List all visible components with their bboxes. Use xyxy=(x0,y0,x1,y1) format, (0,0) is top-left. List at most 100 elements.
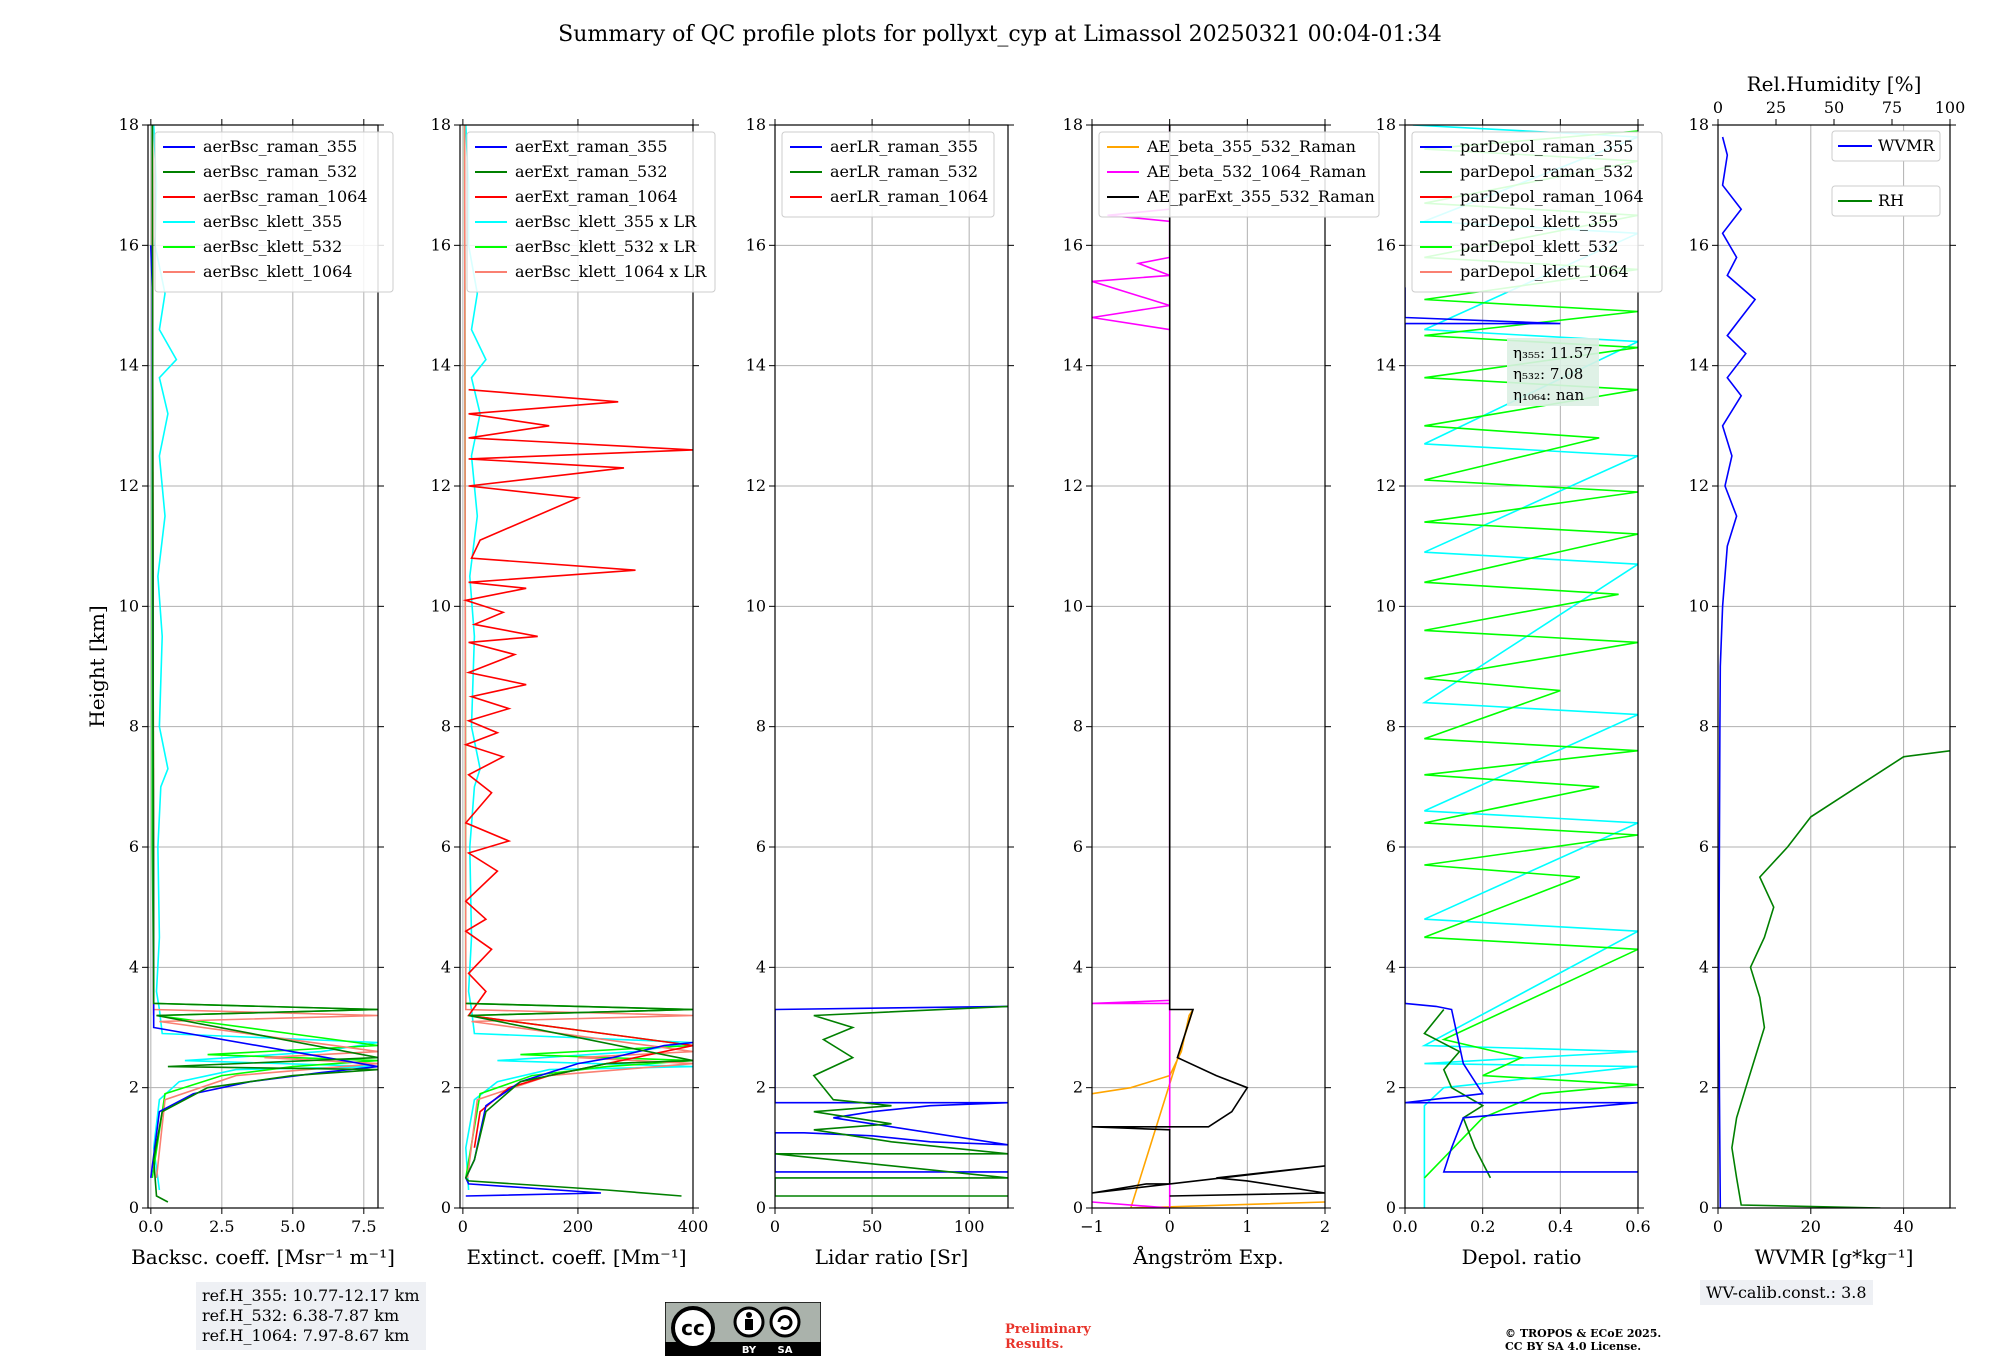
x-tick-label: 200 xyxy=(563,1217,594,1236)
top-x-tick-label: 50 xyxy=(1824,98,1844,117)
annotation-box xyxy=(1507,338,1599,406)
x-tick-label: 0.0 xyxy=(1392,1217,1417,1236)
y-tick-label: 14 xyxy=(431,356,451,375)
panel-lr: 0 50 100 0 2 4 6 8 10 12 14 16 18 Lidar ratio [Sr] aer… xyxy=(746,115,1014,1269)
y-tick-label: 2 xyxy=(441,1078,451,1097)
legend-entry: aerBsc_raman_532 xyxy=(203,162,357,181)
legend-entry: parDepol_raman_532 xyxy=(1460,162,1633,181)
y-tick-label: 18 xyxy=(1689,115,1709,134)
y-tick-label: 2 xyxy=(756,1078,766,1097)
legend: parDepol_raman_355 parDepol_raman_532 parD… xyxy=(1411,131,1663,293)
series-AE_beta_532_1064_Raman xyxy=(1092,125,1171,1208)
reference-height-box: ref.H_355: 10.77-12.17 km ref.H_532: 6.3… xyxy=(196,1282,426,1350)
y-tick-label: 12 xyxy=(1376,476,1396,495)
series-parDepol_raman_532 xyxy=(1423,1008,1492,1179)
x-tick-label: 0 xyxy=(1165,1217,1175,1236)
y-tick-label: 0 xyxy=(441,1198,451,1217)
y-tick-label: 10 xyxy=(1689,596,1709,615)
series-parDepol_klett_532 xyxy=(1423,130,1638,1179)
sa-label: SA xyxy=(778,1345,793,1356)
y-tick-label: 18 xyxy=(1376,115,1396,134)
x-axis-label: Lidar ratio [Sr] xyxy=(815,1245,969,1269)
legend-box xyxy=(1098,131,1380,218)
cc-by-sa-license-badge: cc BY SA xyxy=(665,1302,821,1356)
legend-entry: aerExt_raman_1064 xyxy=(515,187,678,206)
y-tick-label: 0 xyxy=(756,1198,766,1217)
x-tick-label: 40 xyxy=(1893,1217,1913,1236)
y-tick-label: 0 xyxy=(1073,1198,1083,1217)
axes-frame xyxy=(1717,124,1951,1209)
series-aerExt_raman_532 xyxy=(464,1002,693,1197)
axes-frame xyxy=(774,124,1009,1209)
copyright-note: © TROPOS & ECoE 2025. CC BY SA 4.0 Licen… xyxy=(1505,1327,1661,1353)
y-tick-label: 0 xyxy=(129,1198,139,1217)
ref-height-355: ref.H_355: 10.77-12.17 km xyxy=(202,1286,420,1305)
legend-entry: parDepol_klett_1064 xyxy=(1460,262,1629,281)
x-tick-label: 7.5 xyxy=(351,1217,376,1236)
series-AE_beta_355_532_Raman xyxy=(1092,1009,1325,1208)
by-label: BY xyxy=(742,1345,757,1356)
series-aerExt_raman_1064 xyxy=(462,388,693,1148)
y-tick-label: 6 xyxy=(1073,837,1083,856)
y-tick-label: 10 xyxy=(746,596,766,615)
legend-entry: WVMR xyxy=(1878,136,1935,155)
top-x-tick-label: 75 xyxy=(1882,98,1902,117)
legend-entry: aerBsc_klett_1064 x LR xyxy=(515,262,707,281)
legend-entry: aerBsc_klett_532 x LR xyxy=(515,237,697,256)
legend-box xyxy=(154,131,394,293)
y-tick-label: 12 xyxy=(1689,476,1709,495)
legend-entry: aerBsc_raman_1064 xyxy=(203,187,368,206)
legend: AE_beta_355_532_Raman AE_beta_532_1064_Ra… xyxy=(1098,131,1380,218)
top-x-tick-label: 25 xyxy=(1766,98,1786,117)
y-tick-label: 14 xyxy=(1063,356,1083,375)
panel-depol: 0.0 0.2 0.4 0.6 0 2 4 6 8 10 12 14 16 18 Depol. ratio p… xyxy=(1376,115,1663,1269)
y-tick-label: 16 xyxy=(1376,235,1396,254)
y-tick-label: 14 xyxy=(1689,356,1709,375)
sa-share-alike-icon xyxy=(769,1306,801,1338)
y-tick-label: 12 xyxy=(431,476,451,495)
preliminary-line-1: Preliminary xyxy=(1005,1322,1091,1337)
panel-wv: 0 20 40 0 2 4 6 8 10 12 14 16 18 WVMR [g*kg⁻¹] 0 25 50 75… xyxy=(1689,72,1966,1269)
y-tick-label: 8 xyxy=(1073,717,1083,736)
y-tick-label: 2 xyxy=(1386,1078,1396,1097)
x-axis-label: Ångström Exp. xyxy=(1132,1244,1283,1269)
axes-frame xyxy=(1091,124,1326,1209)
preliminary-results-note: Preliminary Results. xyxy=(1005,1322,1091,1352)
series-parDepol_raman_355 xyxy=(1405,287,1638,1173)
panel-bsc: 0.0 2.5 5.0 7.5 0 2 4 6 8 10 12 14 16 18 Backsc. coeff… xyxy=(119,115,395,1269)
y-tick-label: 14 xyxy=(746,356,766,375)
x-axis-label: WVMR [g*kg⁻¹] xyxy=(1755,1245,1914,1269)
x-tick-label: 400 xyxy=(678,1217,709,1236)
axes-frame xyxy=(1404,124,1639,1209)
y-axis-label: Height [km] xyxy=(85,605,109,727)
top-x-tick-label: 0 xyxy=(1713,98,1723,117)
y-tick-label: 12 xyxy=(746,476,766,495)
y-tick-label: 16 xyxy=(1063,235,1083,254)
y-tick-label: 18 xyxy=(746,115,766,134)
y-tick-label: 8 xyxy=(1386,717,1396,736)
legend-box xyxy=(466,131,716,293)
legend-entry: aerLR_raman_532 xyxy=(830,162,978,181)
axes-frame xyxy=(459,124,694,1209)
wv-calibration-box: WV-calib.const.: 3.8 xyxy=(1700,1280,1873,1305)
legend-box xyxy=(1411,131,1663,293)
y-tick-label: 16 xyxy=(119,235,139,254)
y-tick-label: 16 xyxy=(746,235,766,254)
annotation-line: η₁₀₆₄: nan xyxy=(1513,386,1584,404)
y-tick-label: 10 xyxy=(431,596,451,615)
y-tick-label: 4 xyxy=(129,957,139,976)
legend-entry: RH xyxy=(1878,191,1904,210)
legend-entry: aerBsc_klett_355 x LR xyxy=(515,212,697,231)
y-tick-label: 4 xyxy=(1386,957,1396,976)
y-tick-label: 2 xyxy=(129,1078,139,1097)
legend-box xyxy=(1831,185,1941,217)
legend-entry: AE_parExt_355_532_Raman xyxy=(1146,187,1375,206)
y-tick-label: 14 xyxy=(1376,356,1396,375)
y-tick-label: 6 xyxy=(441,837,451,856)
legend-box xyxy=(1831,130,1941,162)
ref-height-532: ref.H_532: 6.38-7.87 km xyxy=(202,1306,400,1325)
x-axis-label: Extinct. coeff. [Mm⁻¹] xyxy=(466,1245,686,1269)
legend-entry: aerBsc_klett_532 xyxy=(203,237,342,256)
x-tick-label: 50 xyxy=(862,1217,882,1236)
